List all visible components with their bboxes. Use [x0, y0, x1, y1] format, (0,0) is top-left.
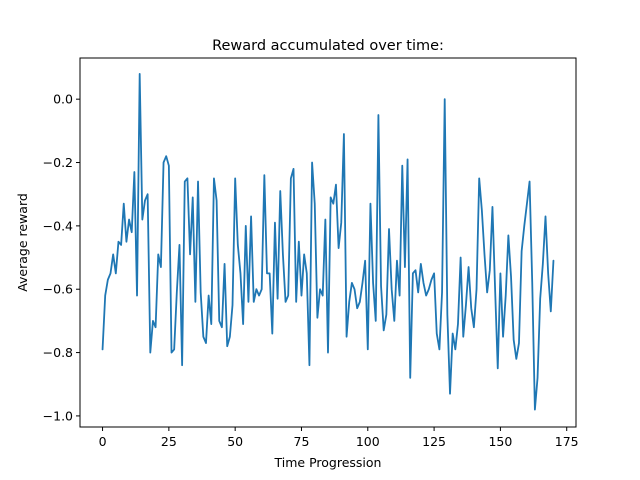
y-tick-label: −1.0 — [43, 408, 73, 423]
series-line-reward — [101, 72, 555, 411]
x-axis-label: Time Progression — [274, 455, 382, 470]
y-axis-ticks: −1.0 −0.8 −0.6 −0.4 −0.2 0.0 — [43, 92, 80, 423]
x-tick-label: 100 — [356, 434, 380, 449]
y-axis-label: Average reward — [15, 193, 30, 292]
y-tick-label: −0.8 — [43, 345, 73, 360]
y-tick-label: 0.0 — [53, 92, 73, 107]
x-tick-label: 150 — [488, 434, 512, 449]
y-tick-label: −0.4 — [43, 218, 73, 233]
chart-title: Reward accumulated over time: — [212, 38, 444, 54]
y-tick-label: −0.2 — [43, 155, 73, 170]
x-tick-label: 50 — [227, 434, 243, 449]
y-tick-label: −0.6 — [43, 282, 73, 297]
x-tick-label: 75 — [294, 434, 310, 449]
x-axis-ticks: 0 25 50 75 100 125 150 175 — [99, 427, 579, 449]
x-tick-label: 25 — [161, 434, 177, 449]
plot-area — [101, 72, 555, 411]
x-tick-label: 175 — [555, 434, 579, 449]
axes-frame — [79, 57, 577, 428]
x-tick-label: 0 — [99, 434, 107, 449]
x-tick-label: 125 — [422, 434, 446, 449]
